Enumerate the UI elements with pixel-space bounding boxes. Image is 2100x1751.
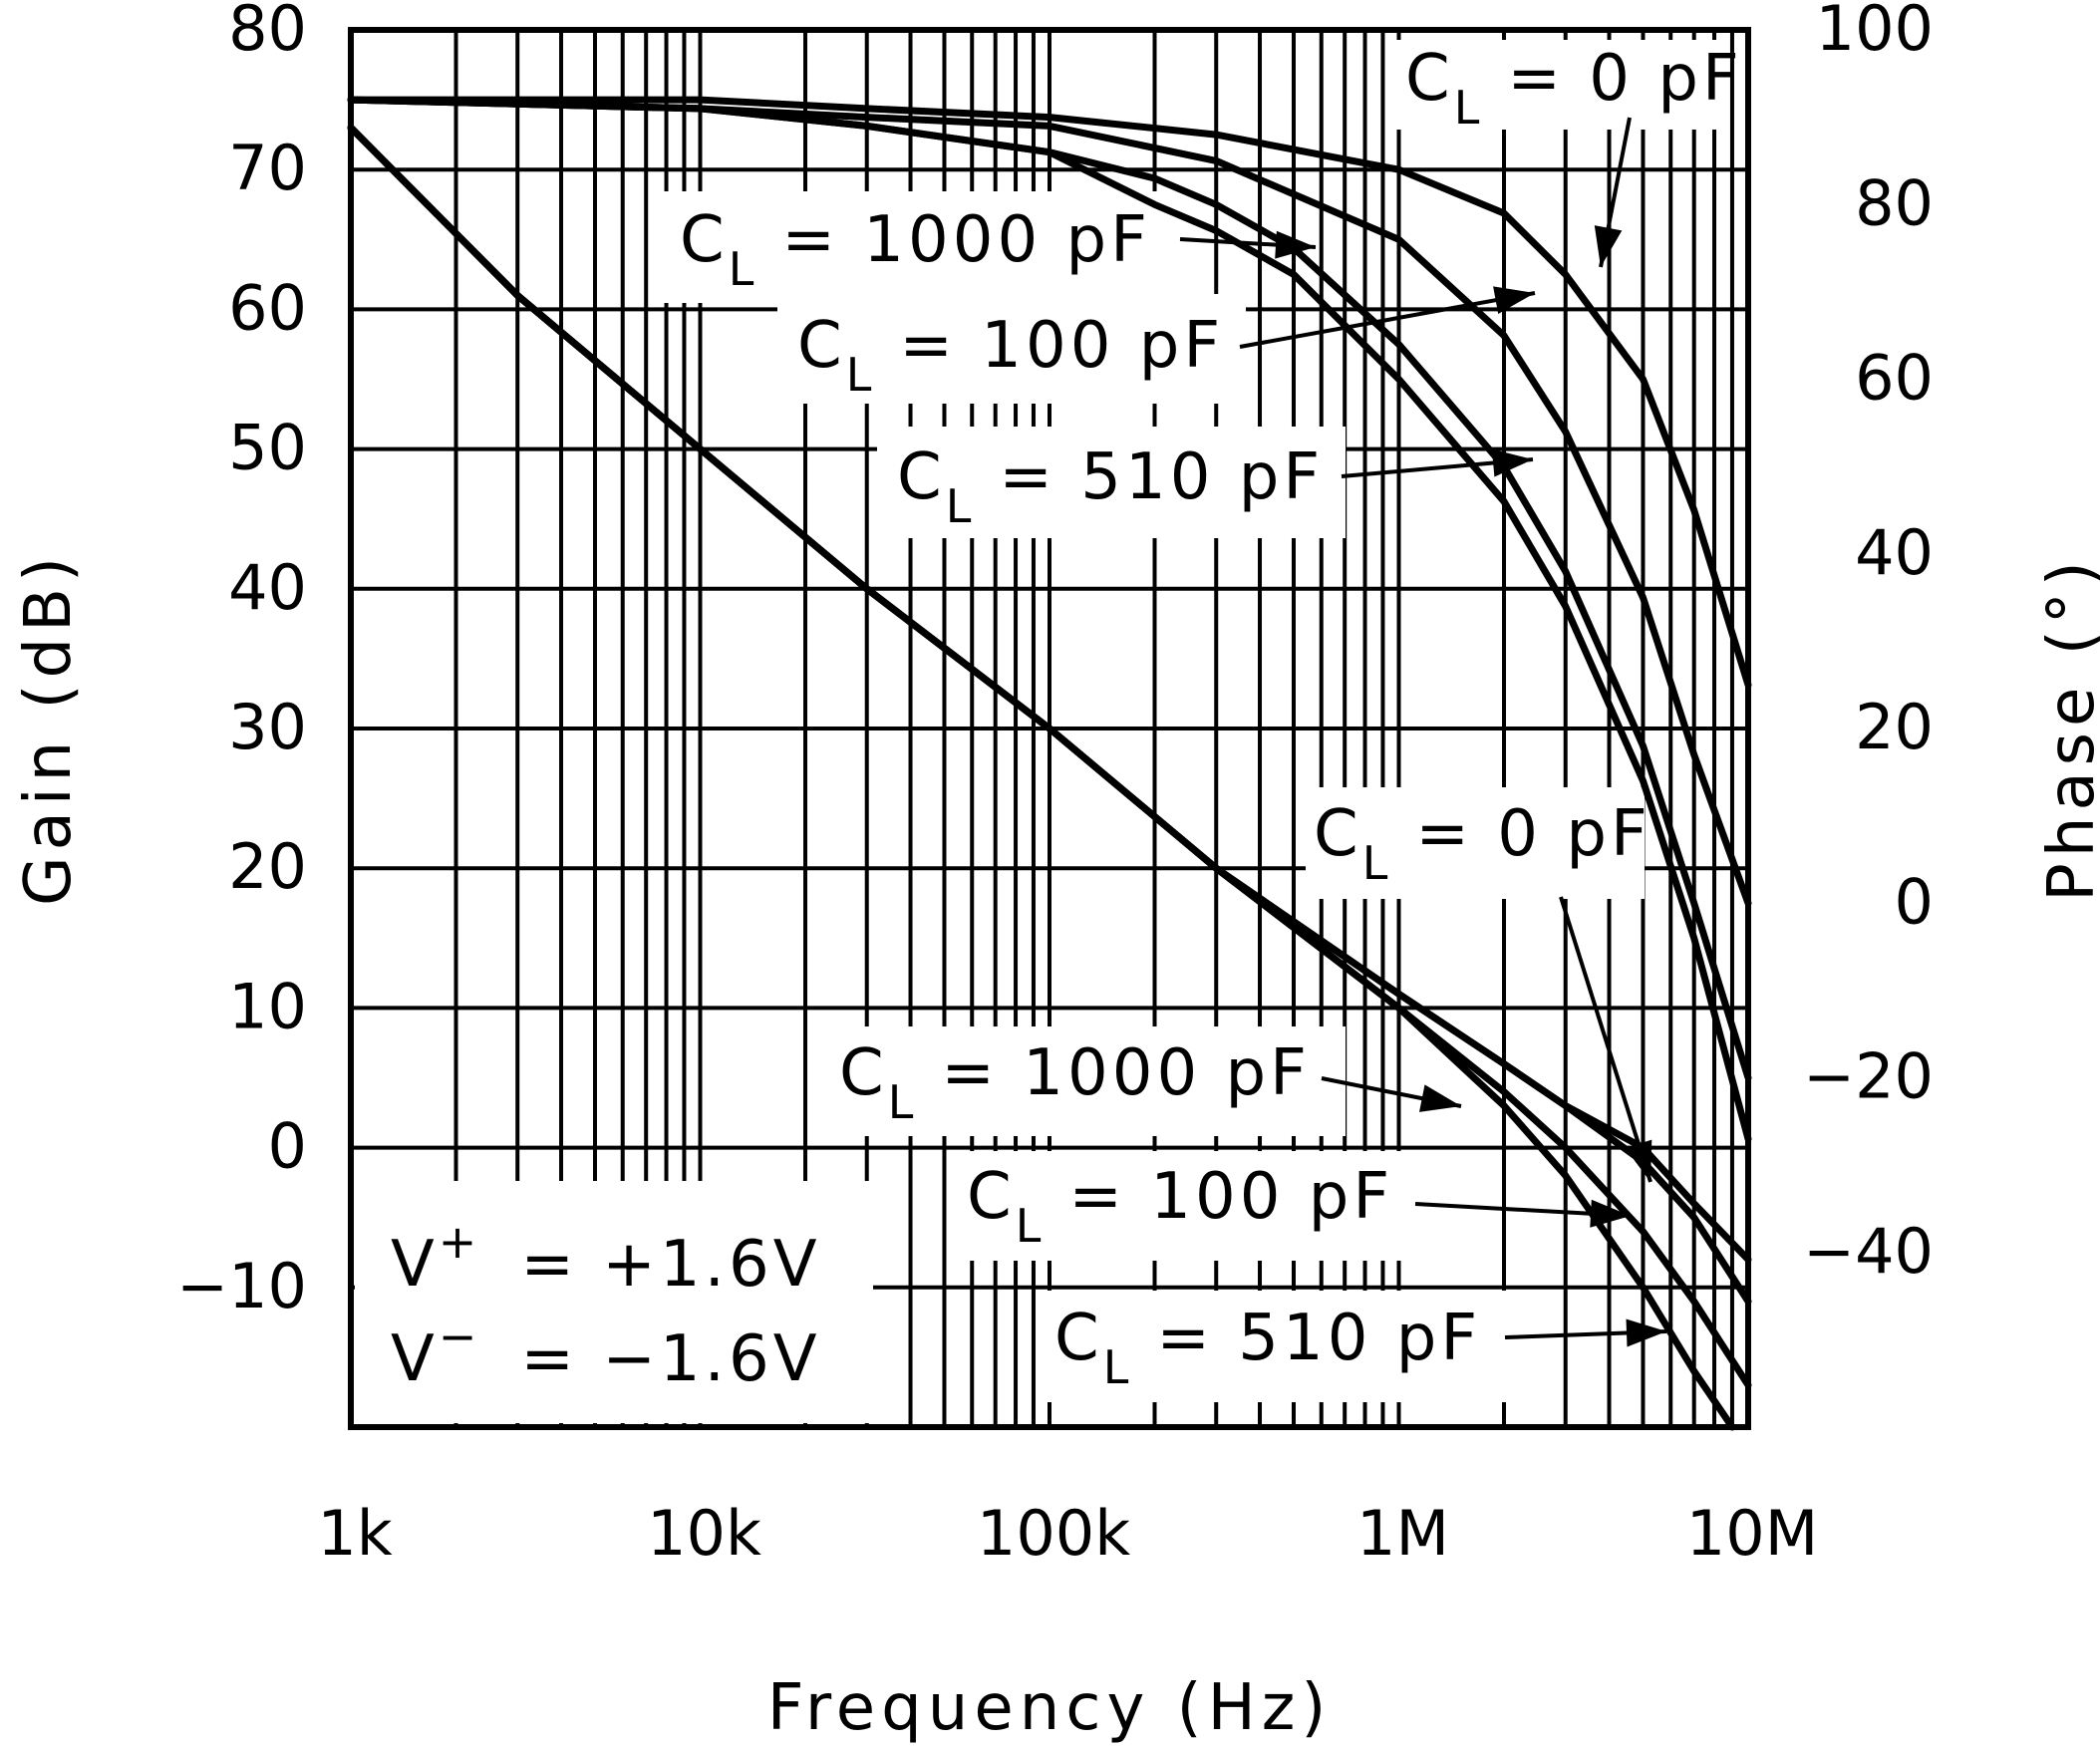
y-right-tick-label: 100 [1816,0,1934,65]
cl-subscript: L [888,1075,918,1129]
label-background [355,1181,873,1423]
cl-symbol: C [897,440,946,514]
arrow-head [1594,225,1623,267]
cl-value: = 0 pF [1507,42,1742,116]
curve-label: CL = 0 pF [1314,797,1651,890]
y-left-tick-label: 60 [228,271,307,344]
y-right-tick-label: 0 [1895,865,1934,938]
plot-frame [348,27,1751,1430]
x-axis-ticks: 1k 10k 100k 1M 10M [317,1497,1818,1570]
cl-symbol: C [797,309,846,383]
curve-label: CL = 100 pF [967,1160,1393,1253]
y-left-tick-label: 50 [228,412,307,484]
y-left-tick-label: 30 [228,691,307,763]
supply-line: V− = −1.6V [391,1310,820,1396]
cl-value: = 510 pF [999,440,1324,514]
y-right-tick-label: 20 [1855,691,1934,763]
y-left-tick-label: 70 [228,132,307,204]
cl-value: = 100 pF [1068,1160,1393,1234]
arrow-head [1626,1318,1666,1347]
arrow-head [1625,1139,1652,1182]
y-left-tick-label: −10 [176,1250,307,1322]
y-left-tick-label: 80 [228,0,307,65]
x-tick-label: 10k [647,1497,761,1570]
y-left-tick-label: 10 [228,970,307,1042]
y-right-tick-label: 40 [1855,516,1934,589]
cl-symbol: C [1314,797,1362,871]
arrow-head [1590,1199,1631,1228]
arrow-line [1559,896,1652,1183]
cl-symbol: C [680,203,729,277]
arrow-head [1491,448,1533,477]
phase-curve [347,96,1752,907]
label-background [1037,1291,1515,1402]
y-right-tick-label: 60 [1855,342,1934,415]
y-axis-right-title: Phase (°) [2035,555,2100,901]
curve-label: CL = 0 pF [1405,42,1743,135]
supply-voltage-box: V+ = +1.6V V− = −1.6V [391,1215,820,1396]
y-right-tick-label: −40 [1803,1215,1934,1288]
arrow-head [1419,1084,1461,1112]
label-backgrounds [355,40,1720,1423]
y-right-tick-label: 80 [1855,166,1934,239]
y-right-tick-label: −20 [1803,1040,1934,1113]
curves [347,96,1752,1431]
y-axis-right-ticks: 100 80 60 40 20 0 −20 −40 [1803,0,1934,1288]
cl-subscript: L [1454,81,1484,135]
curve-label: CL = 1000 pF [839,1036,1311,1129]
cl-subscript: L [1016,1199,1046,1253]
supply-line: V+ = +1.6V [391,1215,820,1302]
cl-value: = 1000 pF [781,203,1151,277]
arrow-head [1493,286,1535,314]
label-background [827,1026,1346,1136]
curve-label: CL = 510 pF [897,440,1324,533]
y-axis-left-title: Gain (dB) [12,551,86,906]
x-tick-label: 100k [977,1497,1130,1570]
cl-symbol: C [1405,42,1454,116]
x-tick-label: 1M [1356,1497,1449,1570]
cl-symbol: C [1054,1302,1103,1375]
v-superscript: + [439,1215,481,1269]
cl-symbol: C [967,1160,1016,1234]
gain-curve [347,124,1736,1431]
cl-value: = 510 pF [1156,1302,1481,1375]
arrow-line [1239,291,1536,349]
label-background [658,191,1176,303]
v-symbol: V [391,1322,439,1396]
curve-label: CL = 1000 pF [680,203,1151,296]
label-background [1391,40,1720,130]
x-tick-label: 10M [1686,1497,1818,1570]
label-background [947,1151,1425,1261]
phase-curve [347,96,1752,689]
cl-subscript: L [729,242,758,296]
supply-value: = +1.6V [520,1228,820,1302]
y-left-tick-label: 0 [268,1110,307,1183]
v-superscript: − [439,1310,481,1363]
cl-value: = 100 pF [899,309,1224,383]
y-axis-left-ticks: 80 70 60 50 40 30 20 10 0 −10 [176,0,307,1322]
cl-subscript: L [1362,836,1392,890]
y-left-tick-label: 20 [228,830,307,903]
curve-label: CL = 510 pF [1054,1302,1481,1394]
x-tick-label: 1k [317,1497,392,1570]
arrow-head [1275,230,1316,259]
cl-subscript: L [1103,1340,1133,1394]
v-symbol: V [391,1228,439,1302]
cl-subscript: L [846,348,876,402]
supply-value: = −1.6V [520,1322,820,1396]
x-axis-title: Frequency (Hz) [767,1671,1333,1745]
cl-value: = 0 pF [1415,797,1650,871]
cl-symbol: C [839,1036,888,1110]
label-background [777,294,1246,404]
label-background [877,427,1346,538]
cl-subscript: L [946,479,976,533]
curve-label: CL = 100 pF [797,309,1224,402]
label-background [1306,787,1645,899]
cl-value: = 1000 pF [941,1036,1311,1110]
y-left-tick-label: 40 [228,551,307,624]
